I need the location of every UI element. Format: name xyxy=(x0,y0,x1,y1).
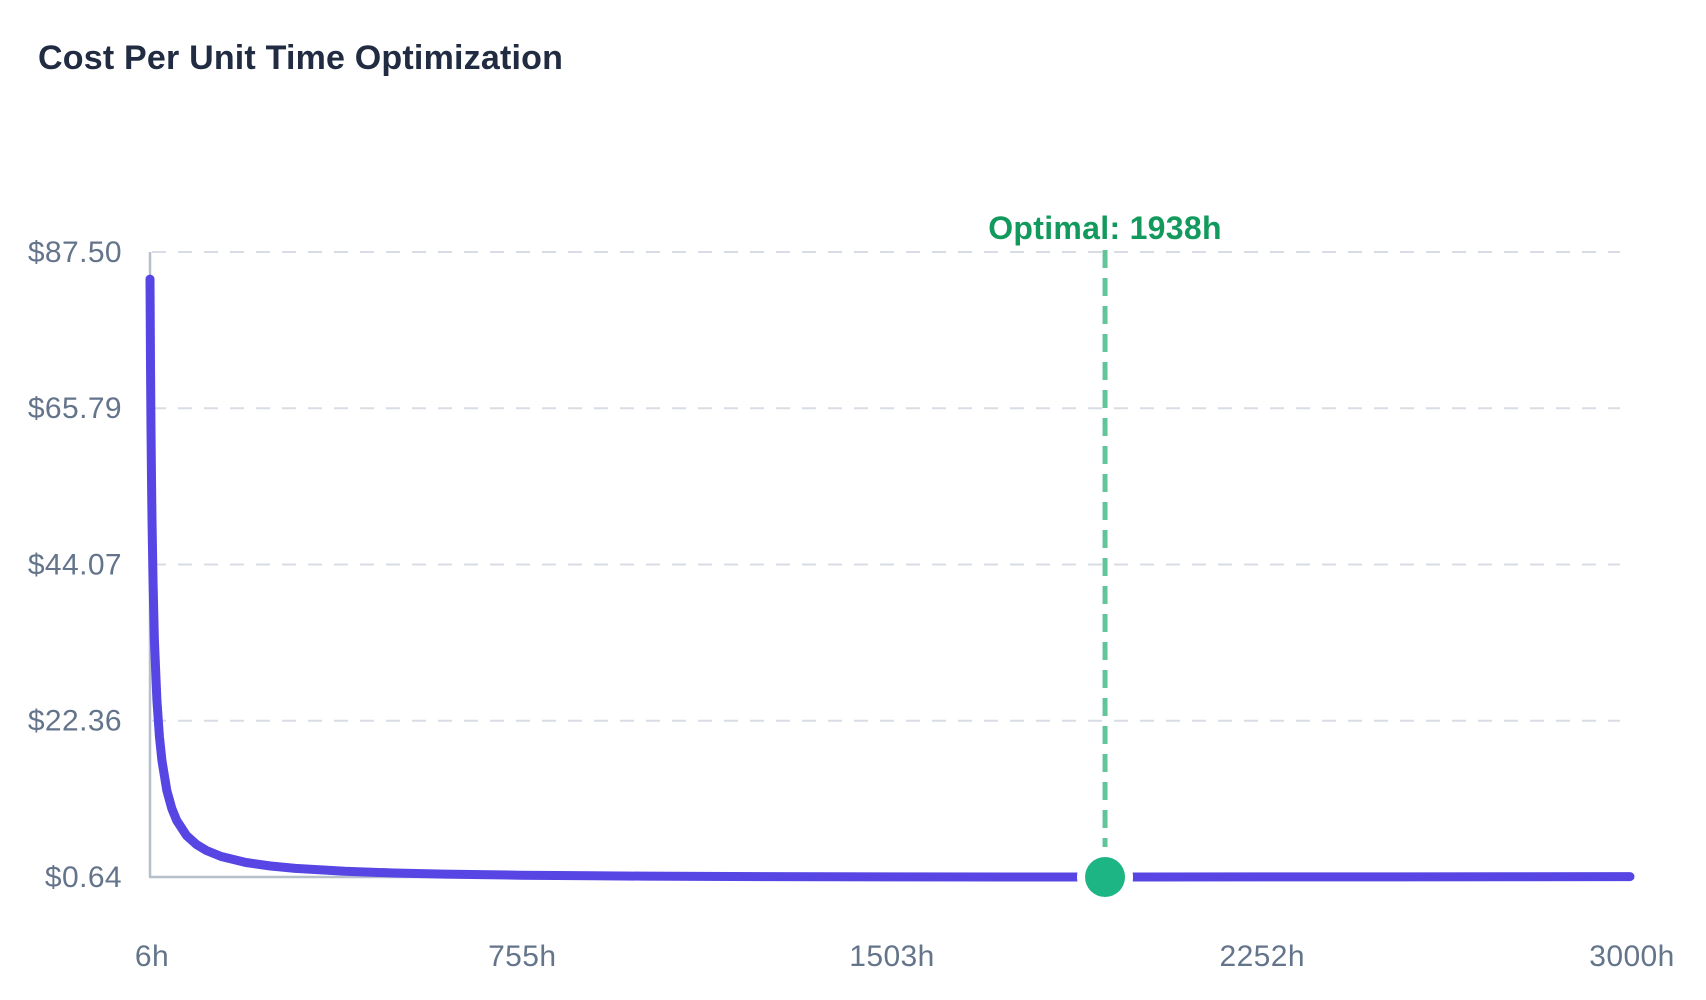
optimal-label: Optimal: 1938h xyxy=(988,210,1222,246)
optimal-dot xyxy=(1085,857,1126,897)
y-tick-label: $22.36 xyxy=(28,705,122,738)
y-tick-label: $44.07 xyxy=(28,549,122,582)
y-tick-label: $65.79 xyxy=(28,392,122,425)
cost-curve-line xyxy=(145,274,1635,882)
x-tick-label: 6h xyxy=(135,940,169,973)
x-tick-label: 755h xyxy=(488,940,556,973)
chart-title: Cost Per Unit Time Optimization xyxy=(38,39,564,77)
x-tick-label: 3000h xyxy=(1589,940,1674,973)
x-tick-label: 1503h xyxy=(849,940,934,973)
x-tick-label: 2252h xyxy=(1220,940,1305,973)
y-tick-label: $87.50 xyxy=(28,236,122,269)
y-tick-label: $0.64 xyxy=(45,861,122,894)
